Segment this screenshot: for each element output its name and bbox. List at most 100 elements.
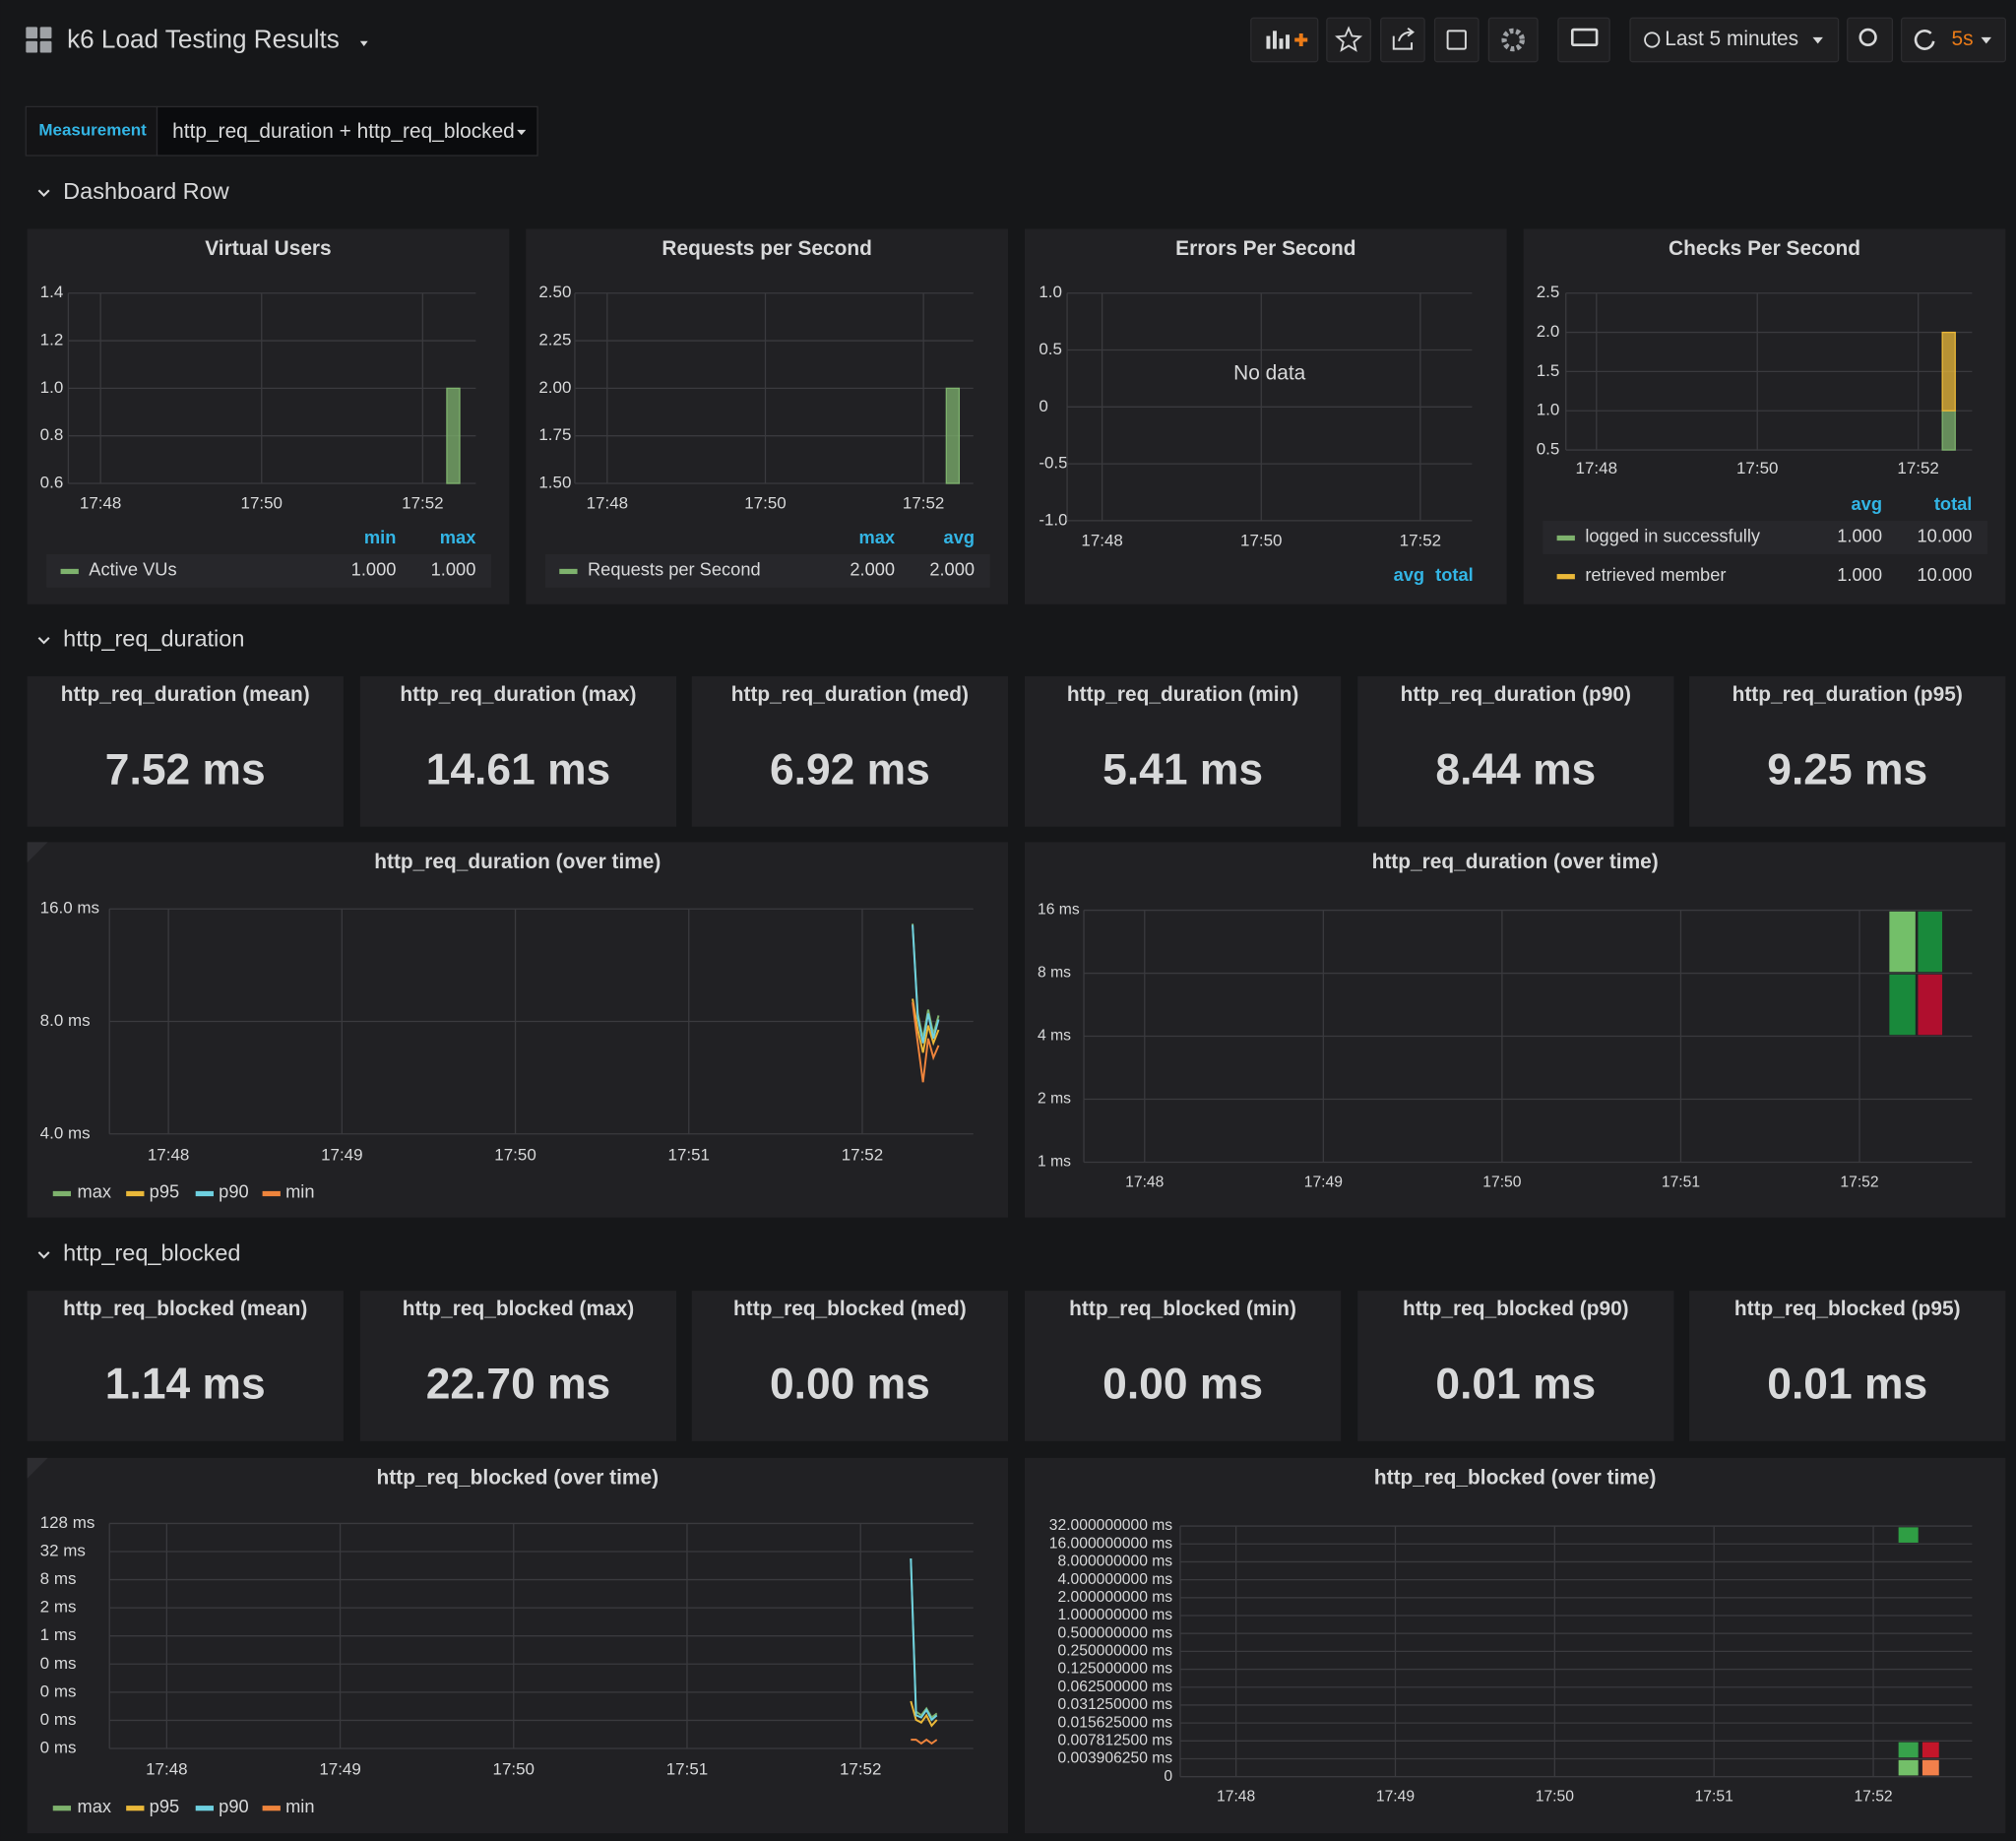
dashboard-icon[interactable]	[26, 27, 52, 53]
legend-name[interactable]: Active VUs	[89, 559, 176, 580]
x-tick-label: 17:49	[319, 1760, 360, 1779]
y-tick-label: 0 ms	[40, 1738, 77, 1756]
y-tick-label: 0 ms	[40, 1654, 77, 1673]
variable-label-box	[25, 105, 158, 157]
legend-column-header[interactable]: avg	[1394, 564, 1424, 585]
panel-title[interactable]: http_req_duration (over time)	[1372, 851, 1659, 873]
row-title[interactable]: Dashboard Row	[63, 178, 230, 204]
legend-column-header[interactable]: max	[440, 527, 476, 547]
legend-column-header[interactable]: avg	[944, 527, 975, 547]
legend-name[interactable]: p95	[150, 1181, 179, 1202]
y-tick-label: 0.015625000 ms	[1057, 1714, 1172, 1731]
x-tick-label: 17:48	[587, 493, 628, 512]
stat-value: 7.52 ms	[105, 746, 266, 794]
time-picker[interactable]	[1629, 17, 1840, 63]
stat-value: 1.14 ms	[105, 1361, 266, 1409]
stat-panel	[27, 1291, 344, 1441]
y-tick-label: 4 ms	[1038, 1028, 1071, 1045]
stat-panel	[691, 675, 1008, 827]
y-tick-label: 8.000000000 ms	[1057, 1554, 1172, 1570]
legend-row-band	[1543, 520, 1988, 554]
panel-title[interactable]: http_req_blocked (over time)	[1374, 1466, 1657, 1489]
x-tick-label: 17:50	[493, 1760, 535, 1779]
y-tick-label: 0.031250000 ms	[1057, 1696, 1172, 1713]
tv-button[interactable]	[1557, 17, 1610, 63]
bar	[446, 387, 461, 484]
legend-column-header[interactable]: avg	[1852, 493, 1882, 514]
y-tick-label: 2.0	[1537, 322, 1560, 341]
panel-title[interactable]: Virtual Users	[205, 237, 331, 260]
legend-name[interactable]: logged in successfully	[1585, 526, 1761, 546]
panel-title[interactable]: Errors Per Second	[1175, 237, 1355, 260]
stat-value: 0.01 ms	[1767, 1361, 1927, 1409]
y-tick-label: 0.003906250 ms	[1057, 1750, 1172, 1767]
dashboard-title[interactable]: k6 Load Testing Results	[67, 25, 340, 54]
row-chevron[interactable]	[37, 636, 50, 645]
legend-value: 10.000	[1918, 526, 1973, 546]
stat-title: http_req_blocked (max)	[403, 1298, 634, 1320]
refresh-picker[interactable]	[1900, 17, 2007, 63]
panel-title[interactable]: Requests per Second	[662, 237, 871, 260]
x-tick-label: 17:50	[494, 1145, 536, 1164]
panel	[27, 228, 510, 604]
row-chevron[interactable]	[37, 189, 50, 197]
heatmap-cell	[1918, 974, 1943, 1036]
variable-select[interactable]	[156, 105, 538, 157]
y-tick-label: 0.500000000 ms	[1057, 1624, 1172, 1641]
panel-title[interactable]: http_req_blocked (over time)	[377, 1466, 660, 1489]
heatmap-cell	[1889, 911, 1916, 973]
x-tick-label: 17:48	[1125, 1174, 1164, 1191]
panel-title[interactable]: http_req_duration (over time)	[374, 851, 661, 873]
heatmap-cell	[1898, 1742, 1919, 1758]
legend-name[interactable]: Requests per Second	[588, 559, 761, 580]
y-tick-label: 16.0 ms	[40, 899, 99, 918]
share-button[interactable]	[1380, 17, 1425, 63]
legend-name[interactable]: p90	[219, 1181, 248, 1202]
x-tick-label: 17:52	[1400, 531, 1441, 549]
settings-button[interactable]	[1487, 17, 1539, 63]
legend-row-band	[46, 553, 492, 588]
row-title[interactable]: http_req_blocked	[63, 1240, 240, 1266]
zoom-out-button[interactable]	[1847, 17, 1894, 63]
legend-name[interactable]: min	[285, 1796, 314, 1816]
legend-name[interactable]: p90	[219, 1796, 248, 1816]
stat-panel	[1689, 675, 2006, 827]
row-title[interactable]: http_req_duration	[63, 626, 244, 652]
row-chevron[interactable]	[37, 1251, 50, 1259]
stat-panel	[359, 675, 677, 827]
panel-title[interactable]: Checks Per Second	[1669, 237, 1860, 260]
stat-value: 22.70 ms	[426, 1361, 611, 1409]
legend-column-header[interactable]: min	[364, 527, 396, 547]
legend-value: 1.000	[431, 559, 476, 580]
legend-column-header[interactable]: total	[1934, 493, 1973, 514]
legend-swatch	[52, 1190, 72, 1197]
add-panel-button[interactable]	[1250, 17, 1319, 63]
legend-name[interactable]: max	[78, 1181, 112, 1202]
legend-name[interactable]: p95	[150, 1796, 179, 1816]
legend-name[interactable]: min	[285, 1181, 314, 1202]
y-tick-label: 2.5	[1537, 283, 1560, 301]
heatmap-cell	[1898, 1759, 1919, 1776]
legend-column-header[interactable]: total	[1435, 564, 1474, 585]
y-tick-label: 1.5	[1537, 361, 1560, 380]
star-button[interactable]	[1326, 17, 1371, 63]
panel	[27, 1457, 1008, 1834]
y-tick-label: 0.125000000 ms	[1057, 1661, 1172, 1678]
legend-name[interactable]: retrieved member	[1585, 564, 1726, 585]
x-tick-label: 17:52	[842, 1145, 883, 1164]
stat-value: 5.41 ms	[1102, 746, 1263, 794]
x-tick-label: 17:52	[840, 1760, 881, 1779]
stat-title: http_req_duration (mean)	[61, 683, 310, 706]
save-button[interactable]	[1433, 17, 1480, 63]
legend-column-header[interactable]: max	[859, 527, 896, 547]
panel	[27, 842, 1008, 1218]
y-tick-label: 2.00	[538, 378, 571, 397]
stat-title: http_req_blocked (p90)	[1403, 1298, 1629, 1320]
x-tick-label: 17:48	[148, 1145, 189, 1164]
x-tick-label: 17:49	[321, 1145, 362, 1164]
star-icon	[1335, 26, 1363, 52]
panel	[1024, 228, 1507, 604]
y-tick-label: 1.50	[538, 473, 571, 491]
legend-name[interactable]: max	[78, 1796, 112, 1816]
